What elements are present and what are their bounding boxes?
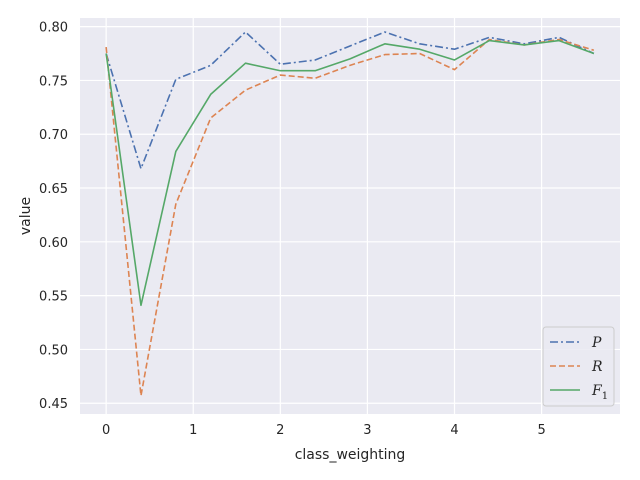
x-tick-label: 1 [189,423,197,438]
plot-background [80,18,620,414]
x-tick-label: 2 [276,423,284,438]
y-tick-label: 0.65 [39,182,68,197]
series-layer [105,31,595,397]
x-tick-label: 3 [363,423,371,438]
legend-label-1: P [591,335,602,351]
x-axis-label: class_weighting [295,447,406,463]
y-tick-label: 0.60 [39,236,68,251]
y-tick-label: 0.75 [39,74,68,89]
series-line-3 [105,39,595,307]
x-tick-label: 4 [450,423,458,438]
x-tick-label: 0 [102,423,110,438]
y-tick-label: 0.70 [39,128,68,143]
y-axis-ticks: 0.45 0.50 0.55 0.60 0.65 0.70 0.75 0.80 [39,21,68,413]
y-axis-label: value [18,197,34,235]
x-tick-label: 5 [537,423,545,438]
legend-label-2: R [591,359,603,375]
legend: PR F1 [542,326,615,407]
x-axis-ticks: 0 1 2 3 4 5 [102,423,546,438]
grid-lines [80,18,620,414]
series-line-1 [105,31,595,170]
y-tick-label: 0.80 [39,21,68,36]
y-tick-label: 0.50 [39,343,68,358]
legend-label-3: F1 [591,383,608,402]
y-tick-label: 0.45 [39,397,68,412]
y-tick-label: 0.55 [39,290,68,305]
